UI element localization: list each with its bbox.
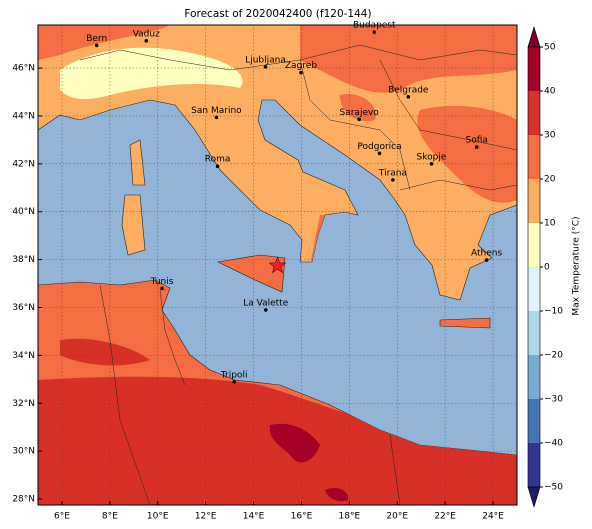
colorbar-bin <box>528 179 540 223</box>
city-marker <box>160 286 164 291</box>
city-marker <box>263 65 268 69</box>
colorbar-bin <box>528 399 540 443</box>
colorbar-label: Max Temperature (°C) <box>572 216 582 315</box>
city-marker <box>94 43 99 48</box>
city-label: San Marino <box>191 106 242 116</box>
x-tick-label: 14°E <box>243 512 265 522</box>
colorbar-tick-label: 30 <box>544 131 556 141</box>
city-label: Budapest <box>353 21 396 31</box>
y-tick-label: 32°N <box>12 399 35 409</box>
city-marker <box>484 258 489 262</box>
x-tick-label: 22°E <box>434 512 456 522</box>
colorbar-tick-label: 0 <box>544 263 550 273</box>
x-tick-label: 6°E <box>54 512 70 522</box>
city-label: Sofia <box>466 136 488 146</box>
y-tick-label: 40°N <box>12 207 35 217</box>
colorbar-tick-label: −30 <box>544 395 563 405</box>
city-label: Roma <box>205 155 231 165</box>
map-frame <box>37 24 518 506</box>
city-marker <box>474 145 479 149</box>
colorbar-bin <box>528 223 540 267</box>
city-marker <box>232 380 236 384</box>
city-marker <box>391 178 395 182</box>
x-tick-label: 24°E <box>482 512 504 522</box>
city-label: Tripoli <box>220 370 248 380</box>
colorbar-bin <box>528 267 540 311</box>
colorbar-bin <box>528 91 540 135</box>
y-tick-label: 44°N <box>12 111 35 121</box>
city-marker <box>406 95 411 99</box>
city-marker <box>299 70 303 75</box>
city-label: Bern <box>86 34 107 44</box>
colorbar-tick-label: −10 <box>544 307 563 317</box>
city-marker <box>357 117 361 122</box>
city-label: Zagreb <box>285 61 317 71</box>
city-label: Belgrade <box>388 85 429 95</box>
colorbar-tick-label: 20 <box>544 175 556 185</box>
city-label: Vaduz <box>133 29 160 39</box>
x-tick-label: 12°E <box>195 512 217 522</box>
city-marker <box>372 30 377 34</box>
colorbar-bin <box>528 311 540 355</box>
x-tick-label: 8°E <box>102 512 118 522</box>
city-marker <box>144 39 149 43</box>
y-tick-label: 34°N <box>12 351 35 361</box>
city-marker <box>215 164 220 169</box>
city-label: Podgorica <box>357 142 401 152</box>
colorbar-tick-label: 40 <box>544 87 556 97</box>
colorbar-tick-label: 50 <box>544 43 556 53</box>
x-tick-label: 20°E <box>386 512 408 522</box>
city-label: Skopje <box>417 152 447 162</box>
colorbar-tick-label: −20 <box>544 351 563 361</box>
colorbar-extend-under <box>527 486 541 509</box>
city-marker <box>263 308 268 312</box>
colorbar-bin <box>528 47 540 91</box>
city-label: Ljubljana <box>245 55 286 65</box>
colorbar-bin <box>528 135 540 179</box>
y-tick-label: 30°N <box>12 447 35 457</box>
city-label: La Valette <box>243 298 288 308</box>
colorbar-tick-label: −40 <box>544 439 563 449</box>
city-marker <box>377 151 382 156</box>
y-tick-label: 36°N <box>12 303 35 313</box>
x-tick-label: 10°E <box>147 512 169 522</box>
y-tick-label: 42°N <box>12 159 35 169</box>
colorbar-bin <box>528 355 540 399</box>
colorbar-tick-label: 10 <box>544 219 556 229</box>
colorbar-extend-over <box>527 25 541 48</box>
city-label: Tunis <box>150 277 174 287</box>
y-tick-label: 28°N <box>12 495 35 505</box>
colorbar-tick-label: −50 <box>544 483 563 493</box>
borders <box>79 44 517 505</box>
colorbar-bin <box>528 443 540 487</box>
map-title: Forecast of 2020042400 (f120-144) <box>184 8 371 20</box>
city-marker <box>429 162 434 166</box>
x-tick-label: 18°E <box>339 512 361 522</box>
y-tick-label: 38°N <box>12 255 35 265</box>
city-label: Tirana <box>378 168 407 178</box>
star-marker <box>268 256 287 274</box>
city-label: Athens <box>471 249 502 259</box>
x-tick-label: 16°E <box>291 512 313 522</box>
city-marker <box>214 115 219 120</box>
y-tick-label: 46°N <box>12 64 35 74</box>
city-label: Sarajevo <box>340 108 380 118</box>
